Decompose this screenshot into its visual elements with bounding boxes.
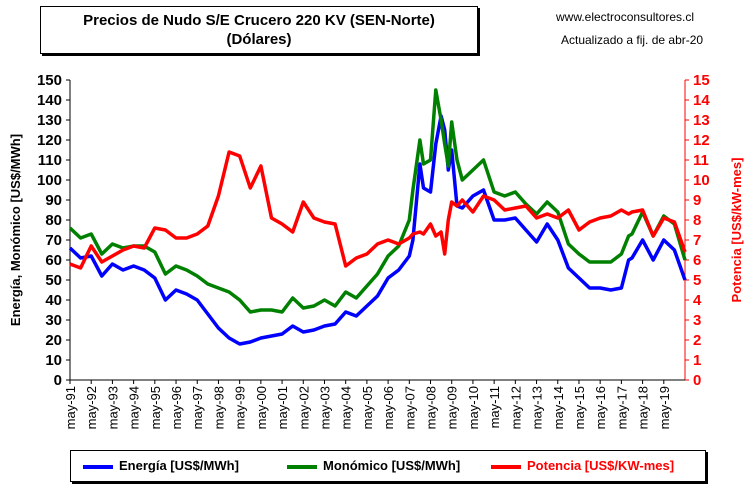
x-tick-label: may-17 xyxy=(614,386,629,429)
x-tick-label: may-03 xyxy=(317,386,332,429)
legend-swatch-monomico xyxy=(287,464,317,469)
y-right-tick-label: 7 xyxy=(693,232,701,249)
y-right-tick-label: 0 xyxy=(693,372,701,389)
y-right-tick-label: 10 xyxy=(693,172,710,189)
x-tick-label: may-98 xyxy=(211,386,226,429)
y-left-tick-label: 130 xyxy=(37,112,62,129)
website-label: www.electroconsultores.cl xyxy=(556,10,695,24)
x-tick-label: may-07 xyxy=(402,386,417,429)
y-right-tick-label: 15 xyxy=(693,72,710,89)
y-left-tick-label: 80 xyxy=(45,212,62,229)
x-tick-label: may-18 xyxy=(636,386,651,429)
y-right-tick-label: 6 xyxy=(693,252,701,269)
y-right-tick-label: 8 xyxy=(693,212,701,229)
legend-item-monomico: Monómico [US$/MWh] xyxy=(287,458,460,473)
x-tick-label: may-01 xyxy=(275,386,290,429)
x-tick-label: may-04 xyxy=(339,386,354,429)
x-tick-label: may-11 xyxy=(487,386,502,428)
x-tick-label: may-96 xyxy=(169,386,184,429)
legend: Energía [US$/MWh] Monómico [US$/MWh] Pot… xyxy=(70,450,706,482)
y-left-tick-label: 50 xyxy=(45,272,62,289)
x-tick-label: may-91 xyxy=(63,386,78,429)
x-tick-label: may-05 xyxy=(360,386,375,429)
x-tick-label: may-14 xyxy=(551,386,566,429)
x-tick-label: may-95 xyxy=(148,386,163,429)
y-axis-left-title: Energía, Monómico [US$/MWh] xyxy=(8,134,23,326)
chart-title: Precios de Nudo S/E Crucero 220 KV (SEN-… xyxy=(83,12,435,29)
x-tick-label: may-13 xyxy=(530,386,545,429)
y-right-tick-label: 2 xyxy=(693,332,701,349)
y-right-tick-label: 14 xyxy=(693,92,710,109)
legend-item-energia: Energía [US$/MWh] xyxy=(83,458,239,473)
x-tick-label: may-10 xyxy=(466,386,481,429)
y-right-tick-label: 1 xyxy=(693,352,701,369)
y-left-tick-label: 60 xyxy=(45,252,62,269)
y-right-tick-label: 13 xyxy=(693,112,710,129)
x-tick-label: may-92 xyxy=(84,386,99,429)
legend-swatch-energia xyxy=(83,464,113,469)
series-line-potencia xyxy=(69,150,687,270)
y-left-tick-label: 90 xyxy=(45,192,62,209)
y-left-tick-label: 40 xyxy=(45,292,62,309)
x-tick-label: may-93 xyxy=(105,386,120,429)
x-tick-label: may-02 xyxy=(296,386,311,429)
y-left-tick-label: 30 xyxy=(45,312,62,329)
x-tick-label: may-06 xyxy=(381,386,396,429)
series-line-monomico xyxy=(68,88,687,314)
x-tick-label: may-15 xyxy=(572,386,587,429)
updated-label: Actualizado a fij. de abr-20 xyxy=(561,33,704,47)
legend-swatch-potencia xyxy=(491,464,521,469)
x-tick-label: may-12 xyxy=(508,386,523,429)
chart-subtitle: (Dólares) xyxy=(226,31,292,48)
y-left-tick-label: 0 xyxy=(54,372,62,389)
y-left-tick-label: 120 xyxy=(37,132,62,149)
x-tick-label: may-16 xyxy=(593,386,608,429)
x-tick-label: may-94 xyxy=(127,386,142,429)
x-tick-label: may-99 xyxy=(233,386,248,429)
plot-area: 0102030405060708090100110120130140150012… xyxy=(8,72,744,429)
y-left-tick-label: 70 xyxy=(45,232,62,249)
chart-title-box: Precios de Nudo S/E Crucero 220 KV (SEN-… xyxy=(40,6,478,54)
legend-label-potencia: Potencia [US$/KW-mes] xyxy=(527,458,675,473)
y-left-tick-label: 10 xyxy=(45,352,62,369)
y-left-tick-label: 110 xyxy=(38,152,62,169)
series-line-energia xyxy=(68,114,687,346)
y-left-tick-label: 100 xyxy=(37,172,62,189)
x-tick-label: may-09 xyxy=(445,386,460,429)
y-right-tick-label: 5 xyxy=(693,272,701,289)
x-tick-label: may-00 xyxy=(254,386,269,429)
x-tick-label: may-97 xyxy=(190,386,205,429)
legend-item-potencia: Potencia [US$/KW-mes] xyxy=(491,458,674,473)
y-left-tick-label: 20 xyxy=(45,332,62,349)
y-right-tick-label: 3 xyxy=(693,312,701,329)
legend-label-monomico: Monómico [US$/MWh] xyxy=(323,458,461,473)
legend-label-energia: Energía [US$/MWh] xyxy=(119,458,239,473)
y-right-tick-label: 11 xyxy=(693,152,709,169)
y-right-tick-label: 9 xyxy=(693,192,701,209)
y-right-tick-label: 12 xyxy=(693,132,710,149)
y-right-tick-label: 4 xyxy=(693,292,702,309)
x-tick-label: may-08 xyxy=(424,386,439,429)
y-axis-right-title: Potencia [US$/kW-mes] xyxy=(729,158,744,303)
y-left-tick-label: 140 xyxy=(37,92,62,109)
x-tick-label: may-19 xyxy=(657,386,672,429)
y-left-tick-label: 150 xyxy=(37,72,62,89)
